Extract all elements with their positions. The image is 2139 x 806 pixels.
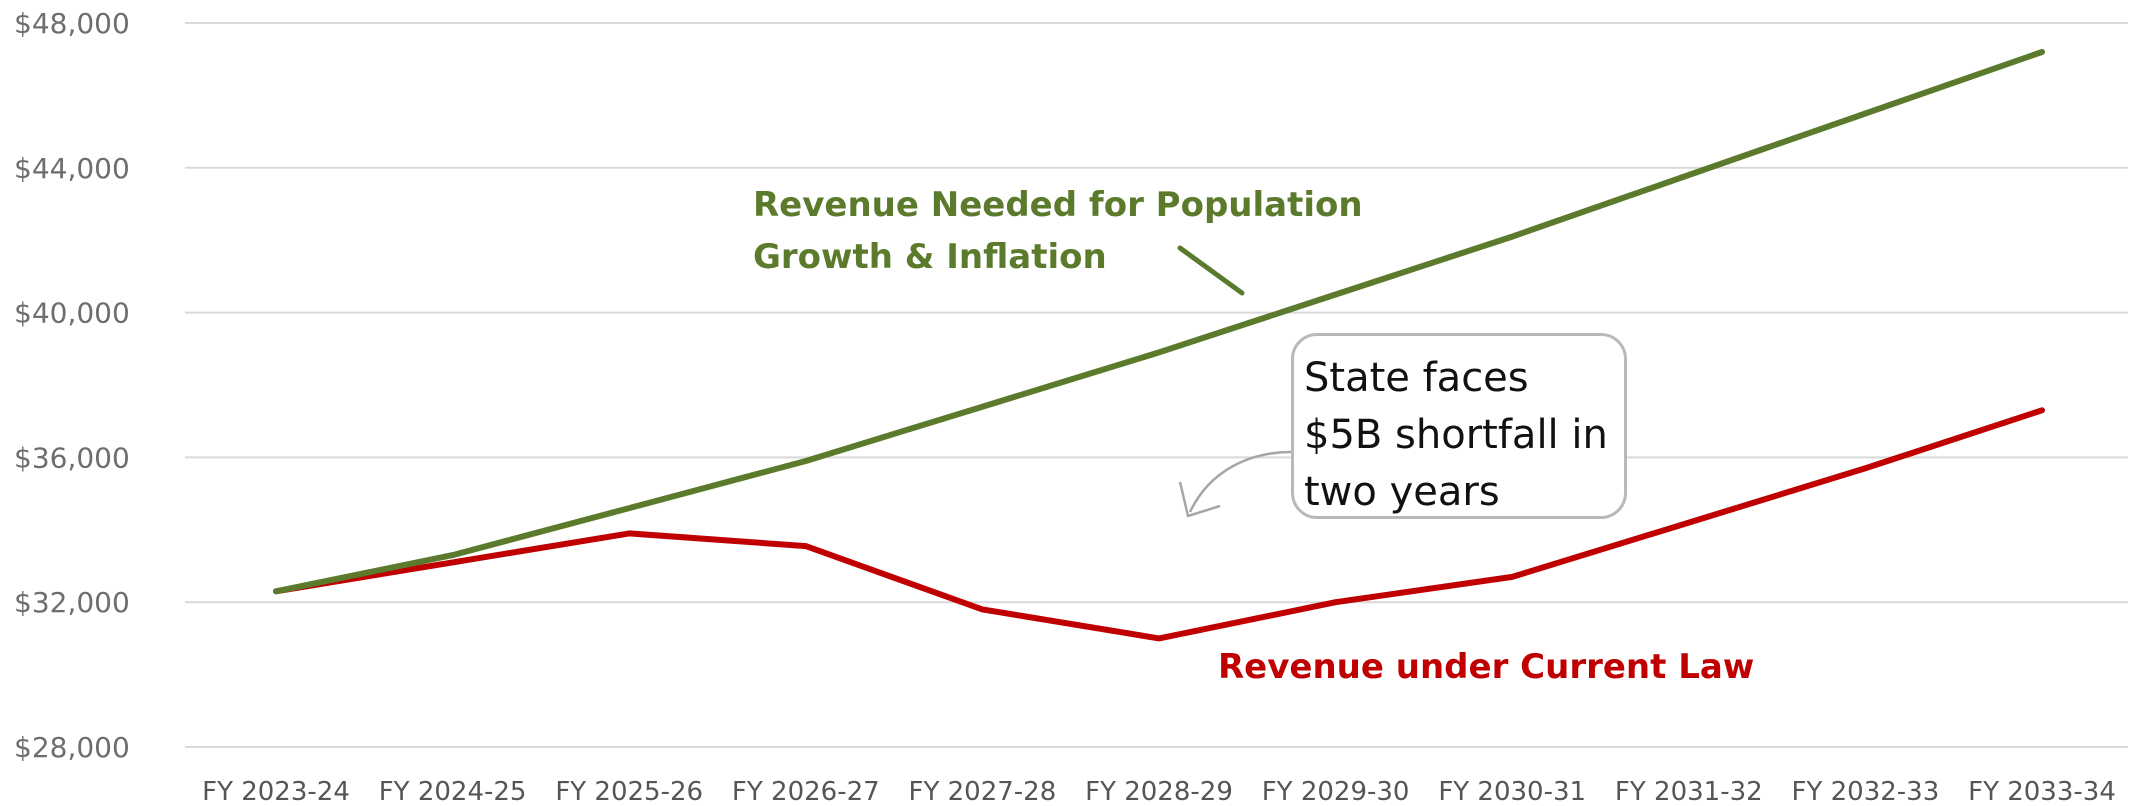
x-tick-label: FY 2028-29: [1085, 777, 1233, 806]
gridlines: [185, 22, 2128, 748]
series-label-line-1: Revenue Needed for Population: [753, 185, 1363, 225]
x-tick-label: FY 2030-31: [1438, 777, 1586, 806]
y-tick-label: $48,000: [14, 7, 130, 40]
x-tick-label: FY 2025-26: [555, 777, 703, 806]
x-tick-label: FY 2026-27: [732, 777, 880, 806]
series-label-revenue-needed: Revenue Needed for Population Growth & I…: [753, 185, 1374, 277]
callout-arrow: [1188, 450, 1293, 513]
y-tick-label: $28,000: [14, 731, 130, 764]
x-tick-label: FY 2023-24: [202, 777, 350, 806]
callout-line-3: two years: [1304, 469, 1500, 515]
x-tick-label: FY 2032-33: [1792, 777, 1940, 806]
x-tick-label: FY 2033-34: [1968, 777, 2116, 806]
series-label-leader-line: [1177, 245, 1245, 296]
y-tick-label: $44,000: [14, 152, 130, 185]
callout-line-1: State faces: [1304, 355, 1529, 401]
x-tick-label: FY 2029-30: [1262, 777, 1410, 806]
y-axis-ticks: $28,000 $32,000 $36,000 $40,000 $44,000 $48,0…: [14, 7, 130, 764]
series-lines: [273, 49, 2045, 642]
x-axis-ticks: FY 2023-24 FY 2024-25 FY 2025-26 FY 2026-27…: [202, 777, 2116, 806]
y-tick-label: $40,000: [14, 297, 130, 330]
series-line-revenue-needed: [273, 49, 2045, 595]
annotation-callout: State faces $5B shortfall in two years: [1291, 333, 1627, 519]
x-tick-label: FY 2027-28: [909, 777, 1057, 806]
y-tick-label: $32,000: [14, 586, 130, 619]
y-tick-label: $36,000: [14, 441, 130, 474]
callout-arrowhead-icon: [1178, 481, 1221, 518]
series-label-line-2: Growth & Inflation: [753, 237, 1107, 277]
x-tick-label: FY 2031-32: [1615, 777, 1763, 806]
callout-line-2: $5B shortfall in: [1304, 412, 1608, 458]
x-tick-label: FY 2024-25: [379, 777, 527, 806]
series-line-current-law: [273, 407, 2045, 642]
series-label-current-law: Revenue under Current Law: [1218, 647, 1754, 687]
